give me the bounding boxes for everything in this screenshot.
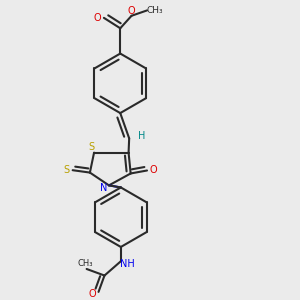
Text: S: S: [64, 165, 70, 175]
Text: NH: NH: [120, 259, 135, 269]
Text: N: N: [100, 183, 107, 193]
Text: CH₃: CH₃: [77, 259, 93, 268]
Text: O: O: [149, 166, 157, 176]
Text: CH₃: CH₃: [146, 6, 163, 15]
Text: O: O: [94, 13, 101, 23]
Text: S: S: [88, 142, 94, 152]
Text: O: O: [128, 6, 135, 16]
Text: H: H: [138, 131, 146, 141]
Text: O: O: [89, 289, 96, 299]
